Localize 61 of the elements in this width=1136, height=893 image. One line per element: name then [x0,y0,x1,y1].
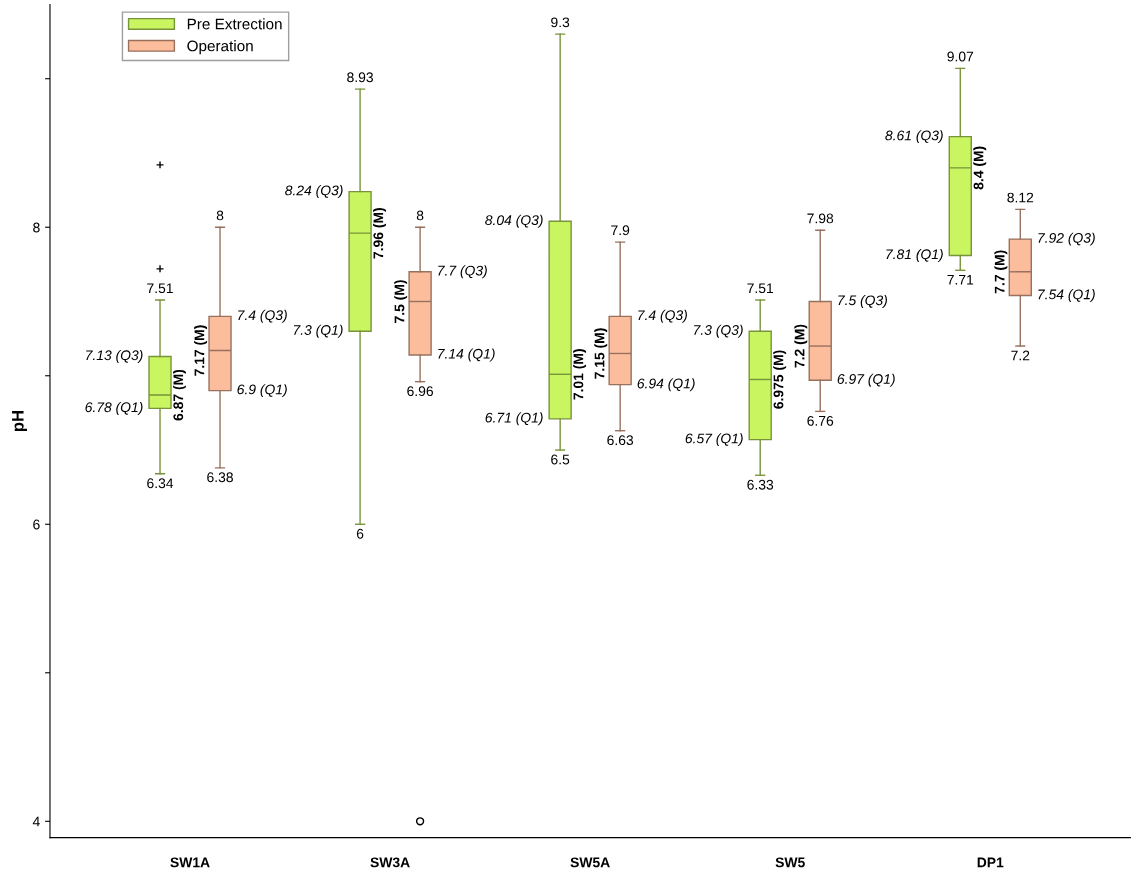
annotation: 7.4 (Q3) [238,309,287,323]
annotation: 7.5 (Q3) [838,295,888,308]
annotation: 8.4 (M) [973,146,987,190]
y-tick-label: 6 [33,519,40,530]
annotation: 6.78 (Q1) [85,401,143,415]
x-tick-label: SW3A [370,857,410,868]
annotation: 7.3 (Q3) [694,324,743,338]
annotation: 6.76 [807,415,834,426]
annotation: 6.96 [407,386,434,397]
x-tick-label: SW1A [170,857,210,868]
annotation: 7.54 (Q1) [1038,289,1095,303]
annotation: 8 [416,210,424,221]
annotation: 8.24 (Q3) [285,185,343,199]
annotation: 7.96 (M) [373,208,386,259]
annotation: 6.34 [147,478,174,489]
annotation: 6.975 (M) [773,350,787,409]
annotation: 8.12 [1007,192,1034,203]
annotation: 7.92 (Q3) [1038,232,1095,246]
annotation: 8.04 (Q3) [485,214,543,228]
annotation: 6.33 [747,479,774,490]
annotation: 9.07 [947,51,974,62]
annotation: 9.3 [551,17,570,28]
x-tick-label: DP1 [977,857,1004,868]
annotation: 6.97 (Q1) [837,373,895,387]
annotation: 6.63 [607,435,634,446]
annotation: 6.5 [551,454,570,465]
annotation: 7.2 (M) [794,324,808,368]
annotation: 7.51 [147,283,173,294]
annotation: 7.01 (M) [573,349,587,400]
x-tick-label: SW5A [570,857,610,868]
legend-label: Operation [187,40,253,55]
annotation: 8 [216,210,224,221]
x-tick-label: SW5 [775,857,805,868]
y-tick-label: 8 [33,222,40,233]
annotation: 6 [356,528,364,539]
annotation: 7.17 (M) [194,325,208,376]
annotation: 7.9 [611,225,630,236]
annotation: 7.4 (Q3) [638,309,687,323]
annotation: 7.71 [947,274,974,285]
annotation: 6.9 (Q1) [237,384,287,398]
annotation: 7.7 (Q3) [438,265,487,279]
legend-label: Pre Extrection [187,18,282,30]
annotation: 7.14 (Q1) [438,348,495,362]
annotation: 6.94 (Q1) [637,378,695,392]
annotation: 7.2 [1011,350,1030,361]
annotation: 7.15 (M) [594,328,608,379]
y-tick-label: 4 [32,816,40,827]
annotation: 7.7 (M) [994,250,1008,294]
annotation: 8.93 [347,72,373,83]
annotation: 7.3 (Q1) [293,324,343,338]
annotation: 8.61 (Q3) [885,130,943,144]
annotation: 7.51 [747,283,774,294]
annotation: 6.71 (Q1) [485,412,543,426]
annotation: 7.13 (Q3) [86,349,143,363]
annotation: 7.5 (M) [394,280,408,323]
annotation: 6.87 (M) [172,369,186,421]
annotation: 7.81 (Q1) [886,248,943,262]
annotation: 6.57 (Q1) [685,433,743,447]
annotation: 6.38 [207,472,233,483]
y-axis-title: pH [12,411,27,432]
annotation: 7.98 [807,213,834,224]
